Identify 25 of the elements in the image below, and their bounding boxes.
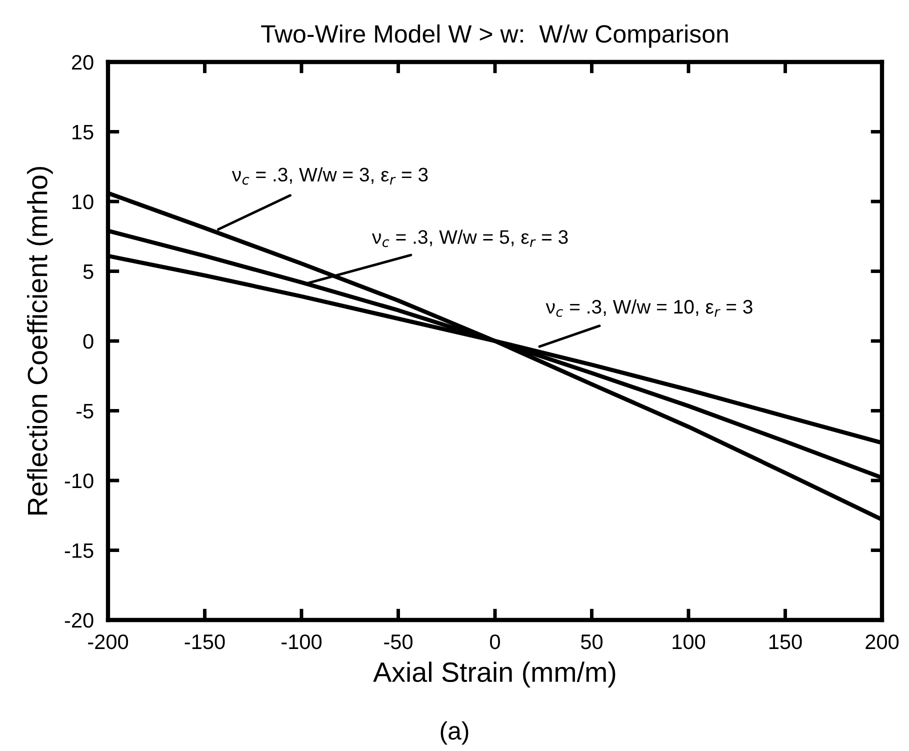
annotation: ν$_{c}$ = .3, W/w = 10, ε$_{r}$ = 3 [546,299,752,317]
y-tick-label: 5 [83,264,94,280]
x-tick-label: 50 [581,634,603,650]
y-tick-label: 10 [72,194,94,210]
x-tick-label: -200 [88,634,128,650]
x-tick-label: -50 [384,634,412,650]
x-tick-label: -150 [184,634,225,650]
annotation: ν$_{c}$ = .3, W/w = 3, ε$_{r}$ = 3 [232,167,428,185]
y-axis-title: Reflection Coefficient (mrho) [27,166,53,514]
x-tick-label: 150 [769,634,802,650]
x-tick-label: 200 [866,634,899,650]
chart-title: Two-Wire Model W > w: W/w Comparison [261,24,728,48]
y-tick-label: 15 [72,124,94,140]
x-tick-label: 0 [490,634,500,650]
x-tick-label: 100 [672,634,706,650]
x-tick-label: -100 [282,634,322,650]
y-tick-label: -20 [64,613,94,628]
text: (a) [440,721,468,745]
y-tick-label: 0 [83,334,94,349]
y-tick-label: -15 [64,543,94,558]
y-tick-label: -5 [76,404,94,419]
annotation: ν$_{c}$ = .3, W/w = 5, ε$_{r}$ = 3 [372,230,568,248]
y-tick-label: -10 [64,474,94,488]
y-tick-label: 20 [72,55,94,70]
x-axis-title: Axial Strain (mm/m) [373,662,616,688]
